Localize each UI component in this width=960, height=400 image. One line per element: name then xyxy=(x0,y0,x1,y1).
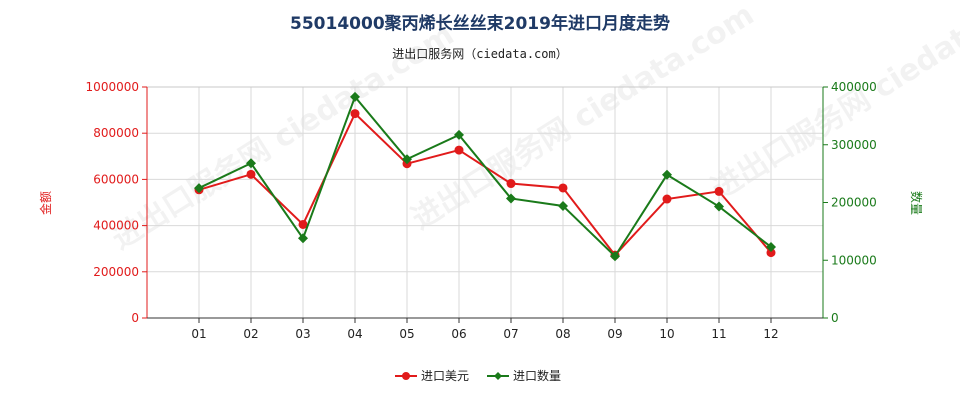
data-point xyxy=(610,251,620,262)
series xyxy=(194,91,776,262)
legend-label: 进口数量 xyxy=(513,368,561,383)
x-tick-label: 08 xyxy=(555,327,570,341)
y-left-tick-label: 0 xyxy=(131,311,139,325)
x-tick-label: 07 xyxy=(503,327,518,341)
legend-swatch-marker xyxy=(402,372,410,380)
y-right-label: 数量 xyxy=(909,191,924,215)
series-line xyxy=(198,94,772,258)
y-right-tick-label: 0 xyxy=(831,311,839,325)
data-point xyxy=(558,183,568,193)
data-point xyxy=(454,129,464,140)
data-point xyxy=(766,248,776,258)
legend: 进口美元 进口数量 xyxy=(395,368,561,383)
x-tick-label: 03 xyxy=(295,327,310,341)
y-left-tick-label: 1000000 xyxy=(86,80,139,94)
data-point xyxy=(402,154,412,165)
data-point xyxy=(350,91,360,102)
data-point xyxy=(662,194,672,204)
y-left-tick-label: 600000 xyxy=(93,172,139,186)
x-tick-label: 12 xyxy=(763,327,778,341)
y-right-tick-label: 200000 xyxy=(831,196,877,210)
legend-swatch-marker xyxy=(494,372,502,380)
data-point xyxy=(350,109,360,119)
chart-title: 55014000聚丙烯长丝丝束2019年进口月度走势 xyxy=(290,13,670,34)
data-point xyxy=(454,145,464,155)
chart-subtitle: 进出口服务网（ciedata.com） xyxy=(392,46,567,61)
x-tick-label: 04 xyxy=(347,327,362,341)
data-point xyxy=(506,193,516,204)
data-point xyxy=(194,183,204,194)
y-right-tick-label: 100000 xyxy=(831,253,877,267)
x-tick-label: 02 xyxy=(243,327,258,341)
data-point xyxy=(506,179,516,189)
data-point xyxy=(662,169,672,180)
y-left-tick-label: 400000 xyxy=(93,219,139,233)
y-right-tick-label: 400000 xyxy=(831,80,877,94)
x-tick-label: 11 xyxy=(711,327,726,341)
data-point xyxy=(298,233,308,244)
x-tick-label: 01 xyxy=(191,327,206,341)
data-point xyxy=(246,169,256,179)
y-left-label: 金额 xyxy=(38,191,53,215)
axes: 0 200000 400000 600000 800000 1000000 0 100000 2… xyxy=(86,80,877,341)
data-point xyxy=(766,241,776,252)
x-tick-label: 10 xyxy=(659,327,674,341)
y-left-tick-label: 200000 xyxy=(93,265,139,279)
data-point xyxy=(246,158,256,169)
x-tick-label: 06 xyxy=(451,327,466,341)
data-point xyxy=(714,201,724,212)
y-left-tick-label: 800000 xyxy=(93,126,139,140)
x-tick-label: 05 xyxy=(399,327,414,341)
data-point xyxy=(558,200,568,211)
data-point xyxy=(298,219,308,229)
x-tick-label: 09 xyxy=(607,327,622,341)
y-right-tick-label: 300000 xyxy=(831,138,877,152)
data-point xyxy=(714,186,724,196)
legend-label: 进口美元 xyxy=(421,369,469,383)
